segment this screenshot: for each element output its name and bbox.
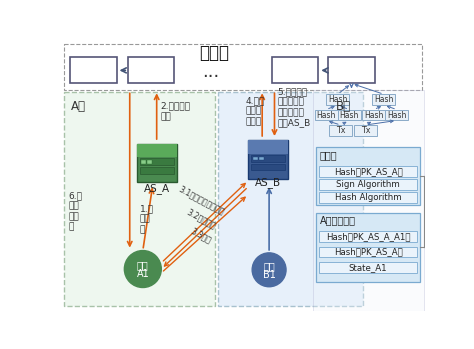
Text: 1.注
册申
请: 1.注 册申 请 xyxy=(140,204,154,234)
Bar xyxy=(272,57,319,83)
Bar xyxy=(64,44,421,90)
Text: AS_A: AS_A xyxy=(144,183,170,194)
Text: 5.在区块链
上发布认证
结果，并返
回给AS_B: 5.在区块链 上发布认证 结果，并返 回给AS_B xyxy=(278,87,311,127)
Bar xyxy=(140,166,173,173)
Text: B域: B域 xyxy=(336,99,351,113)
Bar xyxy=(372,94,395,105)
Bar xyxy=(319,192,417,203)
Circle shape xyxy=(252,253,286,287)
Text: 域信息: 域信息 xyxy=(320,150,337,160)
Text: A1: A1 xyxy=(137,269,149,280)
Bar xyxy=(64,92,215,306)
Bar xyxy=(141,160,146,164)
Bar xyxy=(253,157,257,161)
Text: Hash（PK_AS_A）: Hash（PK_AS_A） xyxy=(334,247,402,257)
Text: 6.查
看认
证结
果: 6.查 看认 证结 果 xyxy=(68,191,82,231)
Text: 3.1发起身份认证请求: 3.1发起身份认证请求 xyxy=(177,184,226,216)
Text: ...: ... xyxy=(202,63,219,81)
Circle shape xyxy=(124,251,161,288)
Bar xyxy=(315,110,337,120)
Bar xyxy=(319,179,417,190)
Text: B1: B1 xyxy=(263,270,275,280)
Bar xyxy=(319,262,417,273)
Bar xyxy=(319,231,417,242)
Text: A域: A域 xyxy=(71,99,86,113)
Text: 4.用户
身份验
证请求: 4.用户 身份验 证请求 xyxy=(245,96,264,126)
Bar xyxy=(137,143,177,182)
Text: 实体: 实体 xyxy=(137,260,149,270)
Bar xyxy=(328,57,374,83)
Text: A域用户信息: A域用户信息 xyxy=(320,216,356,225)
Bar xyxy=(248,140,288,179)
Bar xyxy=(362,110,385,120)
Text: Hash Algorithm: Hash Algorithm xyxy=(335,193,401,202)
Text: Hash（PK_AS_A_A1）: Hash（PK_AS_A_A1） xyxy=(326,232,410,241)
Text: Tx: Tx xyxy=(361,126,370,135)
Bar xyxy=(337,110,361,120)
Bar xyxy=(251,155,285,162)
Text: Hash: Hash xyxy=(364,111,383,119)
Bar xyxy=(329,125,352,136)
Text: Hash: Hash xyxy=(339,111,359,119)
Text: Tx: Tx xyxy=(336,126,346,135)
Text: Hash: Hash xyxy=(328,95,347,104)
Bar xyxy=(71,57,117,83)
Bar xyxy=(128,57,174,83)
Text: Hash: Hash xyxy=(374,95,393,104)
Text: 3.3应答: 3.3应答 xyxy=(190,227,213,245)
Bar xyxy=(316,147,420,205)
Text: Hash: Hash xyxy=(387,111,407,119)
Bar xyxy=(354,125,377,136)
Bar xyxy=(326,94,349,105)
Text: Sign Algorithm: Sign Algorithm xyxy=(336,180,400,189)
Bar xyxy=(140,158,173,165)
Bar xyxy=(137,143,177,157)
Text: 区块链: 区块链 xyxy=(200,44,229,62)
Text: Hash: Hash xyxy=(317,111,336,119)
Bar xyxy=(319,247,417,258)
Text: State_A1: State_A1 xyxy=(349,263,387,272)
Text: 实体: 实体 xyxy=(263,261,275,271)
Bar xyxy=(316,213,420,282)
Bar xyxy=(251,164,285,170)
Bar xyxy=(147,160,152,164)
Bar xyxy=(219,92,363,306)
Bar xyxy=(319,166,417,177)
Text: Hash（PK_AS_A）: Hash（PK_AS_A） xyxy=(334,167,402,176)
Bar xyxy=(259,157,264,161)
Bar xyxy=(385,110,409,120)
Text: AS_B: AS_B xyxy=(255,177,282,188)
Text: 3.2发起挑战: 3.2发起挑战 xyxy=(185,208,218,230)
Bar xyxy=(313,90,424,349)
Bar xyxy=(248,140,288,154)
Text: 2.用户身份
存储: 2.用户身份 存储 xyxy=(161,102,191,121)
